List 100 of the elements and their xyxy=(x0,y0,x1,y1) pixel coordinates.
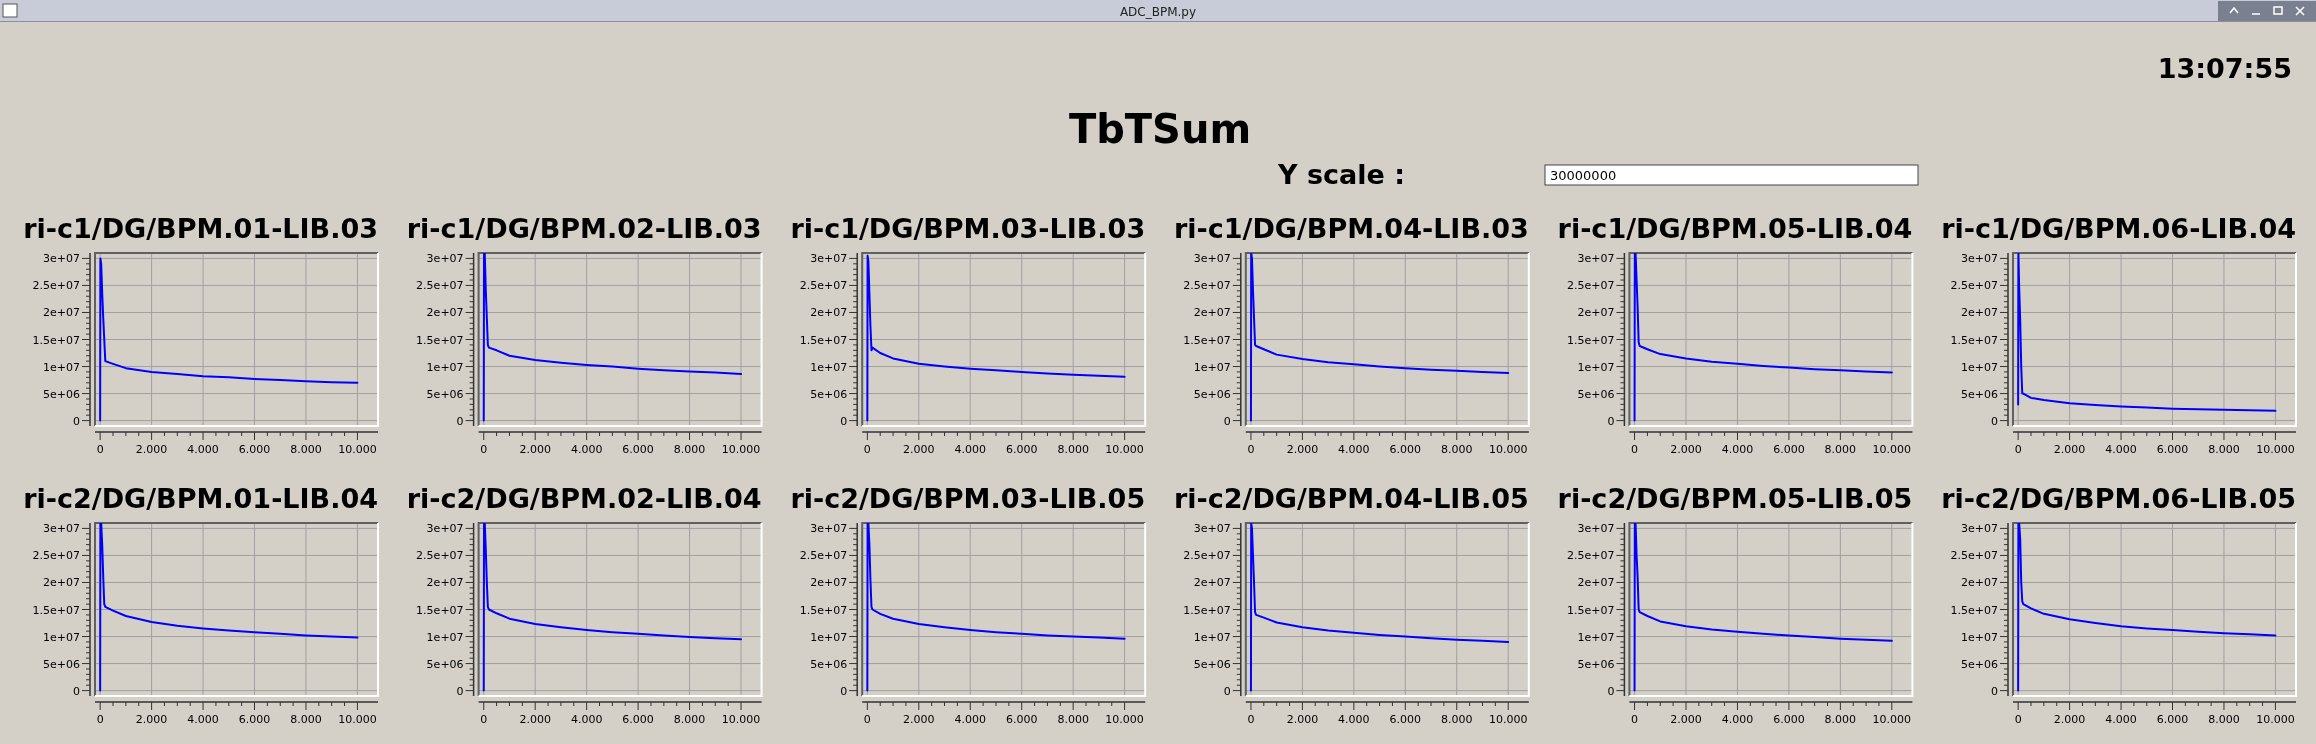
text: Y scale : xyxy=(1276,159,1405,190)
y-tick-label: 0 xyxy=(73,684,80,698)
x-tick-label: 6.000 xyxy=(1005,713,1038,726)
line-series xyxy=(2017,253,2277,412)
x-tick-label: 4.000 xyxy=(954,713,986,726)
y-tick-label: 2e+07 xyxy=(1577,306,1615,320)
y-tick-label: 2e+07 xyxy=(426,306,464,320)
y-tick-label: 2.5e+07 xyxy=(1950,549,1998,563)
x-tick-label: 2.000 xyxy=(519,713,551,726)
x-tick-label: 8.000 xyxy=(2208,443,2240,456)
y-tick-label: 2e+07 xyxy=(1577,576,1615,590)
x-tick-label: 4.000 xyxy=(2105,713,2137,726)
x-tick-label: 8.000 xyxy=(1057,443,1089,456)
x-tick-label: 10.000 xyxy=(1105,443,1144,456)
chart-title: ri-c2/DG/BPM.03-LIB.05 xyxy=(790,483,1146,514)
y-tick-label: 1.5e+07 xyxy=(1566,333,1615,347)
y-tick-label: 1e+07 xyxy=(810,360,848,374)
y-tick-label: 3e+07 xyxy=(426,252,464,266)
y-tick-label: 3e+07 xyxy=(1577,252,1615,266)
x-tick-label: 0 xyxy=(1247,713,1255,726)
x-tick-label: 0 xyxy=(96,713,104,726)
y-tick-label: 0 xyxy=(840,684,848,698)
x-tick-label: 6.000 xyxy=(2156,713,2189,726)
x-tick-label: 8.000 xyxy=(673,443,706,456)
y-tick-label: 1e+07 xyxy=(1577,360,1615,374)
x-tick-label: 8.000 xyxy=(1441,713,1473,726)
x-tick-label: 10.000 xyxy=(2256,443,2295,456)
line-series xyxy=(99,523,359,692)
x-tick-label: 6.000 xyxy=(238,713,271,726)
y-tick-label: 2e+07 xyxy=(1961,306,1998,320)
y-tick-label: 0 xyxy=(1607,414,1615,428)
text: 30000000 xyxy=(1550,168,1617,183)
y-tick-label: 2e+07 xyxy=(810,306,848,320)
y-tick-label: 5e+06 xyxy=(1193,387,1231,401)
y-tick-label: 1.5e+07 xyxy=(1950,333,1998,347)
x-tick-label: 4.000 xyxy=(2105,443,2137,456)
y-tick-label: 1.5e+07 xyxy=(1183,603,1231,617)
x-tick-label: 0 xyxy=(480,443,488,456)
x-tick-label: 6.000 xyxy=(622,713,654,726)
x-tick-label: 8.000 xyxy=(290,713,322,726)
x-tick-label: 8.000 xyxy=(1824,443,1857,456)
y-tick-label: 5e+06 xyxy=(1961,657,1998,671)
y-tick-label: 1.5e+07 xyxy=(32,603,80,617)
chart-title: ri-c2/DG/BPM.02-LIB.04 xyxy=(406,483,762,514)
x-tick-label: 4.000 xyxy=(187,713,219,726)
y-tick-label: 1.5e+07 xyxy=(32,333,80,347)
x-tick-label: 4.000 xyxy=(570,713,603,726)
chart-title: ri-c1/DG/BPM.03-LIB.03 xyxy=(790,213,1146,244)
line-series xyxy=(1249,253,1510,422)
y-tick-label: 3e+07 xyxy=(810,522,848,536)
x-tick-label: 2.000 xyxy=(135,443,168,456)
y-tick-label: 5e+06 xyxy=(1193,657,1231,671)
line-series xyxy=(99,257,359,422)
y-tick-label: 2.5e+07 xyxy=(32,279,80,293)
x-tick-label: 10.000 xyxy=(1488,713,1528,726)
y-tick-label: 1.5e+07 xyxy=(1566,603,1615,617)
y-tick-label: 1.5e+07 xyxy=(1183,333,1231,347)
text: 13:07:55 xyxy=(2157,53,2292,84)
x-tick-label: 0 xyxy=(2014,713,2022,726)
y-tick-label: 3e+07 xyxy=(426,522,464,536)
x-tick-label: 6.000 xyxy=(1005,443,1038,456)
y-tick-label: 1e+07 xyxy=(426,630,464,644)
x-tick-label: 10.000 xyxy=(1872,713,1912,726)
x-tick-label: 0 xyxy=(1631,443,1639,456)
x-tick-label: 8.000 xyxy=(290,443,322,456)
x-tick-label: 6.000 xyxy=(622,443,654,456)
line-series xyxy=(1633,523,1893,692)
chart-title: ri-c1/DG/BPM.06-LIB.04 xyxy=(1941,213,2296,244)
x-tick-label: 10.000 xyxy=(721,443,761,456)
y-tick-label: 5e+06 xyxy=(810,387,848,401)
line-series xyxy=(1249,523,1510,692)
y-tick-label: 5e+06 xyxy=(810,657,848,671)
x-tick-label: 6.000 xyxy=(1773,443,1805,456)
x-tick-label: 4.000 xyxy=(187,443,219,456)
x-tick-label: 8.000 xyxy=(2208,713,2240,726)
y-tick-label: 0 xyxy=(1607,684,1615,698)
x-tick-label: 2.000 xyxy=(2053,713,2086,726)
y-tick-label: 0 xyxy=(73,414,80,428)
y-tick-label: 5e+06 xyxy=(43,387,80,401)
y-tick-label: 5e+06 xyxy=(43,657,80,671)
y-tick-label: 0 xyxy=(456,414,464,428)
x-tick-label: 10.000 xyxy=(1872,443,1912,456)
y-tick-label: 3e+07 xyxy=(810,252,848,266)
chart-title: ri-c1/DG/BPM.05-LIB.04 xyxy=(1557,213,1913,244)
y-tick-label: 2.5e+07 xyxy=(1566,549,1615,563)
y-tick-label: 2.5e+07 xyxy=(1566,279,1615,293)
x-tick-label: 4.000 xyxy=(1338,713,1370,726)
x-tick-label: 4.000 xyxy=(1721,713,1754,726)
line-series xyxy=(866,523,1126,692)
x-tick-label: 2.000 xyxy=(1670,443,1702,456)
y-tick-label: 3e+07 xyxy=(1961,522,1998,536)
x-tick-label: 10.000 xyxy=(2256,713,2295,726)
x-tick-label: 6.000 xyxy=(2156,443,2189,456)
y-tick-label: 5e+06 xyxy=(426,387,464,401)
y-tick-label: 2.5e+07 xyxy=(416,549,464,563)
line-series xyxy=(866,254,1126,422)
x-tick-label: 10.000 xyxy=(338,443,377,456)
line-series xyxy=(482,253,743,422)
x-tick-label: 10.000 xyxy=(1488,443,1528,456)
x-tick-label: 2.000 xyxy=(519,443,551,456)
